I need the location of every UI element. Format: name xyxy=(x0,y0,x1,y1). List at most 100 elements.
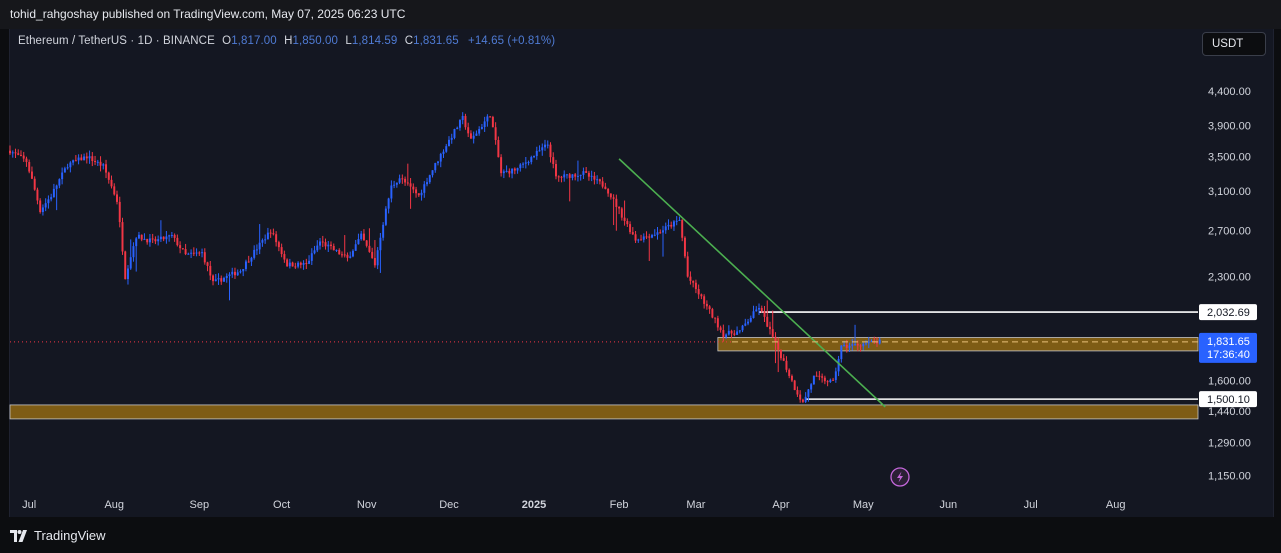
candle-body xyxy=(620,208,623,218)
candle-body xyxy=(261,240,264,243)
candle-body xyxy=(812,375,815,385)
candle-body xyxy=(209,265,212,276)
close-value: 1,831.65 xyxy=(413,35,459,47)
candle-body xyxy=(44,203,47,208)
support-zone-1[interactable] xyxy=(717,337,1199,352)
candle-body xyxy=(390,185,393,199)
candle-body xyxy=(565,174,568,176)
lightning-icon[interactable] xyxy=(890,467,910,487)
candle-body xyxy=(30,171,33,179)
candle-body xyxy=(33,178,36,190)
price-tick-label: 1,440.00 xyxy=(1208,406,1251,418)
candle-body xyxy=(681,220,684,238)
candle-body xyxy=(50,197,53,200)
candle-body xyxy=(157,239,160,242)
candle-body xyxy=(651,235,654,238)
candle-body xyxy=(368,245,371,252)
candle-body xyxy=(771,329,774,337)
candle-body xyxy=(379,237,382,251)
tradingview-brand[interactable]: TradingView xyxy=(10,528,106,543)
candle-body xyxy=(788,369,791,376)
time-tick-label: Nov xyxy=(357,499,377,511)
chart-panel[interactable] xyxy=(9,29,1274,517)
candle-body xyxy=(365,240,368,246)
candle-body xyxy=(467,127,470,134)
candle-body xyxy=(319,241,322,246)
candle-body xyxy=(28,162,31,172)
candle-body xyxy=(694,282,697,290)
candle-body xyxy=(766,316,769,327)
candle-body xyxy=(63,168,66,173)
candle-body xyxy=(604,186,607,189)
candle-body xyxy=(760,308,763,312)
candle-body xyxy=(250,257,253,262)
candle-body xyxy=(85,156,88,159)
candle-body xyxy=(656,232,659,235)
candle-body xyxy=(447,139,450,147)
candle-body xyxy=(313,250,316,254)
support-zone-2[interactable] xyxy=(9,404,1199,420)
level-label-box xyxy=(1199,304,1257,321)
candle-body xyxy=(634,234,637,241)
candle-body xyxy=(253,249,256,258)
trendline[interactable] xyxy=(618,158,886,408)
candle-body xyxy=(434,163,437,171)
candle-body xyxy=(412,186,415,190)
candle-body xyxy=(137,234,140,239)
candle-body xyxy=(763,311,766,317)
candle-body xyxy=(683,237,686,257)
change-value: +14.65 (+0.81%) xyxy=(468,35,556,47)
candle-body xyxy=(563,174,566,178)
brand-text: TradingView xyxy=(34,528,106,543)
candle-body xyxy=(321,241,324,243)
candle-body xyxy=(228,274,231,277)
candle-body xyxy=(354,244,357,251)
candle-body xyxy=(116,194,118,202)
candle-body xyxy=(280,247,283,255)
candle-body xyxy=(135,238,138,247)
level-label: 2,032.69 xyxy=(1207,307,1250,319)
candle-body xyxy=(546,144,549,146)
candle-body xyxy=(716,318,719,328)
open-value: 1,817.00 xyxy=(231,35,277,47)
currency-button[interactable]: USDT xyxy=(1202,32,1266,56)
candle-body xyxy=(516,168,519,171)
candle-body xyxy=(39,200,42,213)
candle-body xyxy=(360,233,363,240)
candle-body xyxy=(74,160,77,162)
candle-body xyxy=(190,252,193,254)
footer xyxy=(0,517,1281,553)
candle-body xyxy=(409,183,412,187)
candle-body xyxy=(832,379,835,381)
candle-body xyxy=(714,317,717,319)
candle-body xyxy=(645,236,648,238)
candle-body xyxy=(458,120,461,128)
time-tick-label: Jul xyxy=(22,499,36,511)
candle-body xyxy=(837,359,840,372)
candle-body xyxy=(856,343,859,346)
candle-body xyxy=(508,170,511,174)
candle-body xyxy=(61,172,64,180)
candle-body xyxy=(206,262,209,266)
candle-body xyxy=(247,261,250,263)
candle-body xyxy=(445,146,448,152)
candle-body xyxy=(653,234,656,236)
candle-body xyxy=(494,127,497,141)
candle-body xyxy=(755,309,758,312)
candle-body xyxy=(552,157,555,164)
high-label: H xyxy=(284,35,293,47)
candle-body xyxy=(502,171,505,174)
candle-body xyxy=(384,208,387,225)
candle-body xyxy=(404,178,407,183)
price-tick-label: 1,290.00 xyxy=(1208,437,1251,449)
candle-body xyxy=(834,371,837,380)
candle-body xyxy=(829,379,832,382)
candle-body xyxy=(747,321,750,324)
close-label: C xyxy=(404,35,414,47)
candle-body xyxy=(266,232,269,240)
candle-body xyxy=(845,344,848,348)
symbol-label[interactable]: Ethereum / TetherUS · 1D · BINANCE xyxy=(18,35,215,47)
candle-body xyxy=(140,234,143,240)
candle-body xyxy=(736,331,739,335)
